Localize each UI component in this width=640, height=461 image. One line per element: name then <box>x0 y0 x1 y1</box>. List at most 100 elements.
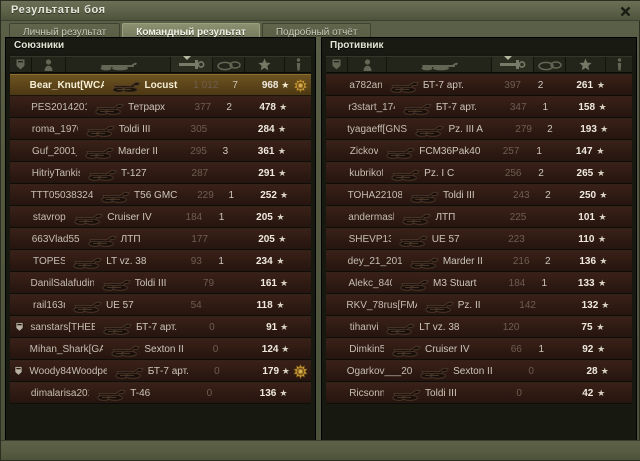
table-row[interactable]: TOPES LT vz. 38 93 1 234 ★ <box>10 250 311 272</box>
player-name[interactable]: Alekc_840 <box>348 277 393 289</box>
vehicle-cell[interactable]: LT vz. 38 <box>378 317 482 337</box>
player-name[interactable]: HitriyTankist <box>31 167 80 179</box>
table-row[interactable]: kubrikof Pz. I C 256 2 265 ★ <box>326 162 632 184</box>
vehicle-cell[interactable]: ЛТП <box>80 229 174 249</box>
vehicle-cell[interactable]: БТ-7 арт. <box>107 361 190 381</box>
column-clan-emblem[interactable] <box>10 57 32 72</box>
table-row[interactable]: tyagaeff[GNSA] Pz. III A 279 2 193★ <box>326 118 632 140</box>
tab-detailed-report[interactable]: Подробный отчёт <box>261 23 372 41</box>
column-player[interactable] <box>32 57 66 72</box>
column-damage[interactable] <box>171 56 213 72</box>
vehicle-cell[interactable]: UE 57 <box>65 295 165 315</box>
vehicle-cell[interactable]: Pz. II <box>417 295 505 315</box>
vehicle-cell[interactable]: M3 Stuart <box>392 273 490 293</box>
achievement-medal-icon[interactable] <box>290 75 311 95</box>
column-kills[interactable] <box>213 57 245 72</box>
player-name[interactable]: tihanvi <box>349 321 379 333</box>
column-achievements[interactable] <box>285 57 311 72</box>
player-name[interactable]: Ricsonn <box>349 387 385 399</box>
player-name[interactable]: r3start_174 <box>348 101 395 113</box>
table-row[interactable]: r3start_174 БТ-7 арт. 347 1 158 ★ <box>326 96 632 118</box>
player-name[interactable]: roma_1970 <box>31 123 78 135</box>
table-row[interactable]: dey_21_2015 Marder II 216 2 136★ <box>326 250 632 272</box>
vehicle-cell[interactable]: БТ-7 арт. <box>382 75 484 95</box>
player-name[interactable]: RKV_78rus[FMAB] <box>346 299 416 311</box>
vehicle-cell[interactable]: Toldi III <box>78 119 173 139</box>
tab-team-result[interactable]: Командный результат <box>122 23 260 41</box>
table-row[interactable]: Zickov FCM36Pak40 257 1 147 ★ <box>326 140 632 162</box>
table-row[interactable]: stavropl Cruiser IV 184 1 205 ★ <box>10 206 311 228</box>
tab-personal-result[interactable]: Личный результат <box>9 23 121 41</box>
player-name[interactable]: TOHA221081 <box>347 189 403 201</box>
vehicle-cell[interactable]: T56 GMC <box>93 185 182 205</box>
column-experience[interactable] <box>245 57 285 72</box>
column-clan-emblem[interactable] <box>326 57 348 72</box>
player-name[interactable]: TTT0503832448 <box>30 189 94 201</box>
table-row[interactable]: Ricsonn Toldi III 0 42 ★ <box>326 382 632 404</box>
vehicle-cell[interactable]: Sexton II <box>103 339 187 359</box>
vehicle-cell[interactable]: БТ-7 арт. <box>95 317 183 337</box>
vehicle-cell[interactable]: Toldi III <box>94 273 182 293</box>
player-name[interactable]: Zickov <box>349 145 379 157</box>
player-name[interactable]: kubrikof <box>349 167 384 179</box>
table-row[interactable]: sanstars[THEBD] БТ-7 арт. 0 91★ <box>10 316 311 338</box>
vehicle-cell[interactable]: FCM36Pak40 <box>378 141 482 161</box>
table-row[interactable]: andermash ЛТП 225 101 ★ <box>326 206 632 228</box>
column-kills[interactable] <box>534 57 566 72</box>
table-row[interactable]: rail163r UE 57 54 118 ★ <box>10 294 311 316</box>
table-row[interactable]: PES20142015 Тетрарх 377 2 478★ <box>10 96 311 118</box>
table-row[interactable]: 663Vlad552 ЛТП 177 205★ <box>10 228 311 250</box>
achievement-medal-icon[interactable] <box>290 361 311 381</box>
player-name[interactable]: dimalarisa2013 <box>30 387 89 399</box>
table-row[interactable]: tihanvi LT vz. 38 120 75 ★ <box>326 316 632 338</box>
table-row[interactable]: DanilSalafudinov Toldi III 79 161★ <box>10 272 311 294</box>
clan-emblem-icon[interactable] <box>10 361 27 381</box>
vehicle-cell[interactable]: Тетрарх <box>87 97 178 117</box>
vehicle-cell[interactable]: Marder II <box>402 251 496 271</box>
vehicle-cell[interactable]: T-127 <box>80 163 174 183</box>
vehicle-cell[interactable]: Sexton II <box>412 361 501 381</box>
player-name[interactable]: sanstars[THEBD] <box>30 321 96 333</box>
table-row[interactable]: Alekc_840 M3 Stuart 184 1 133 ★ <box>326 272 632 294</box>
column-experience[interactable] <box>566 57 606 72</box>
player-name[interactable]: SHEVP13 <box>348 233 391 245</box>
vehicle-cell[interactable]: БТ-7 арт. <box>395 97 492 117</box>
table-row[interactable]: Guf_2001_ Marder II 295 3 361 ★ <box>10 140 311 162</box>
table-row[interactable]: Dimkin5 Cruiser IV 66 1 92 ★ <box>326 338 632 360</box>
player-name[interactable]: Ogarkov___2015 <box>346 365 413 377</box>
player-name[interactable]: Mihan_Shark[GAR_] <box>29 343 104 355</box>
column-player[interactable] <box>348 57 387 72</box>
vehicle-cell[interactable]: Marder II <box>77 141 172 161</box>
column-vehicle[interactable] <box>66 57 171 72</box>
vehicle-cell[interactable]: T-46 <box>89 383 179 403</box>
table-row[interactable]: RKV_78rus[FMAB] Pz. II 142 132★ <box>326 294 632 316</box>
table-row[interactable]: SHEVP13 UE 57 223 110 ★ <box>326 228 632 250</box>
vehicle-cell[interactable]: Cruiser IV <box>66 207 166 227</box>
table-row[interactable]: Mihan_Shark[GAR_] Sexton II 0 124★ <box>10 338 311 360</box>
vehicle-cell[interactable]: Pz. I C <box>383 163 485 183</box>
vehicle-cell[interactable]: Toldi III <box>384 383 485 403</box>
column-vehicle[interactable] <box>387 57 492 72</box>
table-row[interactable]: TTT0503832448 T56 GMC 229 1 252★ <box>10 184 311 206</box>
vehicle-cell[interactable]: Cruiser IV <box>384 339 485 359</box>
player-name[interactable]: a782an <box>349 79 382 91</box>
player-name[interactable]: andermash <box>348 211 395 223</box>
vehicle-cell[interactable]: LT vz. 38 <box>65 251 165 271</box>
player-name[interactable]: Guf_2001_ <box>31 145 77 157</box>
player-name[interactable]: TOPES <box>33 255 66 267</box>
table-row[interactable]: dimalarisa2013 T-46 0 136★ <box>10 382 311 404</box>
player-name[interactable]: rail163r <box>33 299 65 311</box>
vehicle-cell[interactable]: UE 57 <box>391 229 489 249</box>
column-achievements[interactable] <box>606 57 632 72</box>
close-icon[interactable] <box>617 3 633 19</box>
table-row[interactable]: roma_1970 Toldi III 305 284 ★ <box>10 118 311 140</box>
player-name[interactable]: Bear_Knut[WCAT3] <box>29 79 104 91</box>
table-row[interactable]: TOHA221081 Toldi III 243 2 250★ <box>326 184 632 206</box>
player-name[interactable]: tyagaeff[GNSA] <box>347 123 408 135</box>
player-name[interactable]: PES20142015 <box>31 101 87 113</box>
vehicle-cell[interactable]: Locust <box>104 75 188 95</box>
player-name[interactable]: DanilSalafudinov <box>30 277 94 289</box>
player-name[interactable]: Woody84Woodpecker <box>29 365 107 377</box>
vehicle-cell[interactable]: Pz. III A <box>407 119 498 139</box>
clan-emblem-icon[interactable] <box>10 317 28 337</box>
